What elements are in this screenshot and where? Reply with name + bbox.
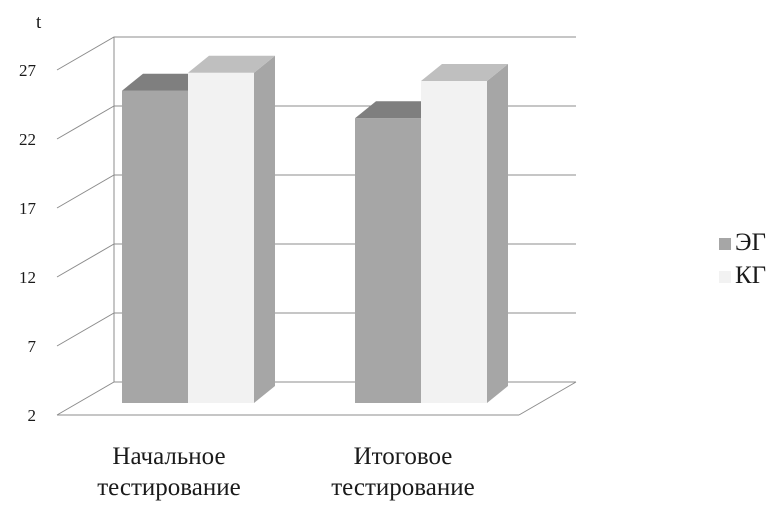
bar-top [355, 101, 442, 119]
bar-top [188, 55, 275, 73]
y-tick-label: 2 [28, 406, 37, 425]
bar-top [122, 73, 209, 91]
x-category-label: Итоговое тестирование [331, 443, 474, 501]
bars [122, 55, 508, 404]
bar-side [487, 64, 508, 403]
legend-swatch [719, 238, 731, 250]
y-tick-label: 7 [28, 337, 37, 356]
legend: ЭГ КГ [719, 229, 766, 289]
y-axis-label: t [36, 12, 42, 33]
legend-item: КГ [719, 262, 766, 289]
legend-label: КГ [735, 262, 766, 289]
legend-label: ЭГ [735, 229, 766, 256]
y-tick-label: 17 [19, 199, 37, 218]
bar-front [421, 81, 487, 403]
bar [188, 55, 275, 403]
y-tick-label: 22 [19, 130, 36, 149]
bar-top [421, 64, 508, 82]
category-labels: Начальное тестирование Итоговое тестировани… [97, 443, 474, 501]
legend-swatch [719, 271, 731, 283]
bar-side [254, 55, 275, 403]
x-category-label-line: Итоговое [354, 443, 453, 470]
bar-front [188, 72, 254, 403]
bar [421, 64, 508, 403]
y-tick-label: 27 [19, 61, 37, 80]
x-category-label-line: тестирование [331, 474, 474, 501]
y-tick-label: 12 [19, 268, 36, 287]
legend-item: ЭГ [719, 229, 766, 256]
floor-right-edge [518, 381, 577, 416]
x-category-label-line: тестирование [97, 474, 240, 501]
bar-front [355, 118, 421, 404]
x-category-label: Начальное тестирование [97, 443, 240, 501]
grid [56, 36, 577, 416]
x-category-label-line: Начальное [112, 443, 225, 470]
bar-front [122, 90, 188, 403]
